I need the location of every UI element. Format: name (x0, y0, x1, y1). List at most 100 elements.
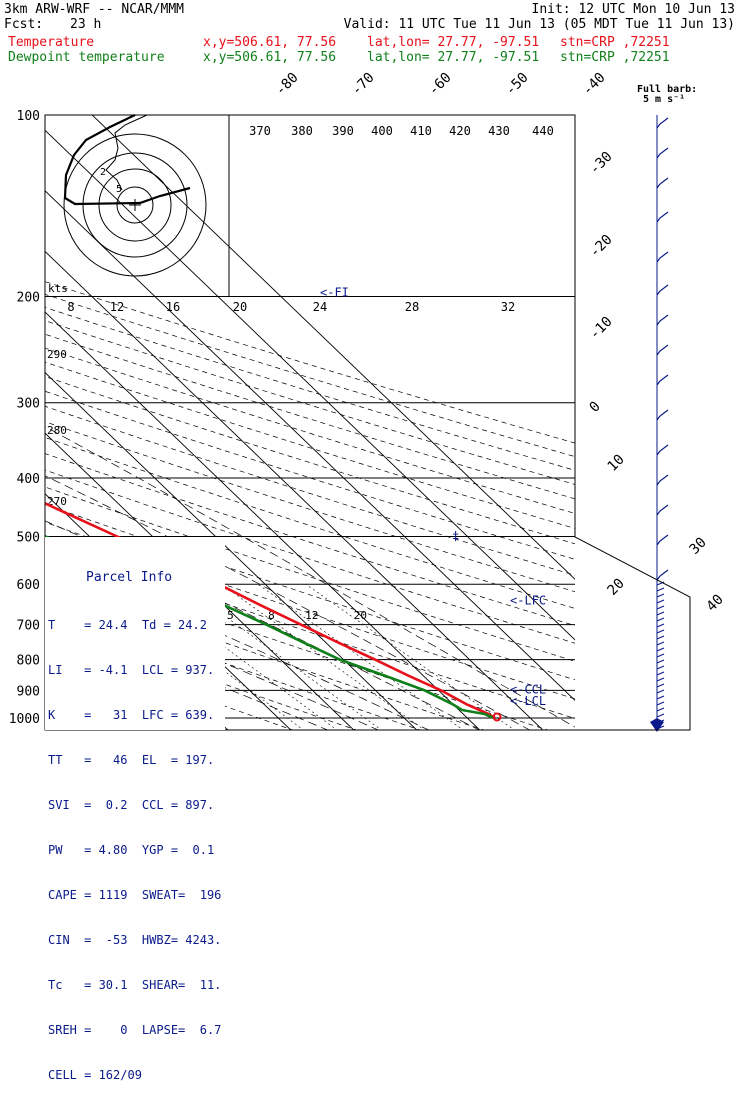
wind-barb (656, 683, 665, 688)
wind-barb (656, 689, 665, 694)
isotherm-line (45, 250, 544, 730)
isotherm-label: -10 (587, 314, 616, 343)
isotherm-label: -80 (273, 70, 302, 99)
hodograph-bottom-label: 32 (501, 300, 515, 314)
hodograph-ring-label: 2 (100, 167, 106, 178)
dry-adiabat (45, 333, 575, 500)
barb-legend-line2: 5 m s⁻¹ (643, 94, 686, 105)
parcel-info-title: Parcel Info (86, 570, 173, 585)
dry-adiabat (45, 281, 575, 444)
hodograph-unit-label: kts (48, 282, 68, 295)
dry-adiabat (45, 578, 486, 730)
moist-adiabat (45, 426, 575, 728)
hodograph-ring (116, 186, 154, 224)
temperature-latlon: lat,lon= 27.77, -97.51 (367, 35, 540, 50)
wind-barb (656, 534, 669, 546)
dry-adiabat (45, 437, 575, 609)
init-time: Init: 12 UTC Mon 10 Jun 13 (531, 2, 736, 17)
wind-barb (656, 211, 669, 223)
level-marker-label: <-LCL (510, 694, 546, 708)
wind-barb (656, 504, 669, 516)
dewpoint-legend: Dewpoint temperature (8, 50, 165, 65)
wind-barb (656, 251, 669, 263)
mixing-ratio-label: 20 (354, 609, 367, 622)
skew-t-chart: 235812201002003004005006007008009001000-… (9, 70, 727, 732)
isotherm-label: -20 (587, 232, 616, 261)
hodograph-ring-label: 5 (116, 184, 122, 195)
isotherm-line (45, 190, 575, 702)
dewpoint-station: stn=CRP ,72251 (560, 50, 670, 65)
wind-barb (656, 587, 665, 592)
pressure-tick-label: 300 (17, 397, 40, 412)
wind-barb (656, 671, 665, 676)
wind-barb (656, 641, 665, 646)
level-marker-label: <-CCL (510, 683, 546, 697)
wind-barb (656, 707, 665, 712)
isotherm-label: 10 (605, 452, 628, 475)
wind-barb (656, 611, 665, 616)
wind-barb (656, 647, 665, 652)
pressure-tick-label: 600 (17, 578, 40, 593)
hodograph-top-label: 440 (532, 124, 554, 138)
forecast-label: Fcst: (4, 17, 44, 32)
wind-barb (656, 653, 665, 658)
hodograph-top-label: 420 (449, 124, 471, 138)
parcel-line: SVI = 0.2 CCL = 897. (48, 798, 215, 812)
mixing-ratio-label: 12 (305, 609, 318, 622)
hodograph-bottom-label: 12 (110, 300, 124, 314)
isotherm-line (45, 432, 355, 730)
isotherm-label: 20 (605, 576, 628, 599)
theta-label: 290 (47, 348, 67, 361)
pressure-tick-label: 200 (17, 291, 40, 306)
dry-adiabat (45, 421, 575, 593)
forecast-hour: 23 h (70, 17, 102, 32)
wind-barb (656, 344, 669, 356)
wind-barb (656, 623, 665, 628)
dewpoint-xy: x,y=506.61, 77.56 (203, 50, 337, 65)
isotherm-line (91, 115, 575, 580)
pressure-tick-label: 700 (17, 619, 40, 634)
surface-parcel-marker (492, 712, 502, 722)
wind-barb (656, 713, 665, 718)
wind-barb (656, 374, 669, 386)
parcel-line: CIN = -53 HWBZ= 4243. (48, 933, 222, 947)
temperature-trace (45, 501, 496, 720)
isotherm-label: 40 (704, 592, 727, 615)
wind-barb (656, 629, 665, 634)
wind-barb (656, 409, 669, 421)
wind-barb (656, 665, 665, 670)
parcel-line: CAPE = 1119 SWEAT= 196 (48, 888, 222, 902)
isotherm-label: -50 (503, 70, 532, 99)
moist-adiabat (45, 616, 329, 730)
hodograph-bottom-label: 28 (405, 300, 419, 314)
hodograph-ring (63, 133, 207, 277)
theta-label: 270 (47, 495, 67, 508)
wind-barb (656, 314, 669, 326)
hodograph-ring (98, 168, 172, 242)
mixing-ratio-label: 8 (268, 609, 275, 622)
dewpoint-trace (45, 535, 495, 720)
hodograph-bottom-label: 24 (313, 300, 327, 314)
temperature-legend: Temperature (8, 35, 95, 50)
parcel-line: LI = -4.1 LCL = 937. (48, 663, 215, 677)
dry-adiabat (45, 293, 575, 457)
wind-barb (656, 593, 665, 598)
wind-barb (656, 677, 665, 682)
dry-adiabat (45, 453, 575, 627)
hodograph-bottom-label: 20 (233, 300, 247, 314)
parcel-line: T = 24.4 Td = 24.2 (48, 618, 207, 632)
pressure-tick-label: 500 (17, 530, 40, 545)
isotherm-label: -40 (580, 70, 609, 99)
isotherm-line (45, 129, 575, 641)
wind-barb (656, 177, 669, 189)
dry-adiabat (45, 521, 575, 700)
pressure-tick-label: 1000 (9, 712, 40, 727)
pressure-tick-label: 400 (17, 472, 40, 487)
mixing-ratio-line (107, 583, 304, 730)
isotherm-label: 0 (587, 399, 604, 416)
parcel-line: K = 31 LFC = 639. (48, 708, 215, 722)
parcel-info-panel: Parcel Info T = 24.4 Td = 24.2 LI = -4.1… (48, 540, 221, 1098)
wind-barb (656, 617, 665, 622)
model-title: 3km ARW-WRF -- NCAR/MMM (4, 2, 185, 17)
hodograph-bottom-label: 16 (166, 300, 180, 314)
